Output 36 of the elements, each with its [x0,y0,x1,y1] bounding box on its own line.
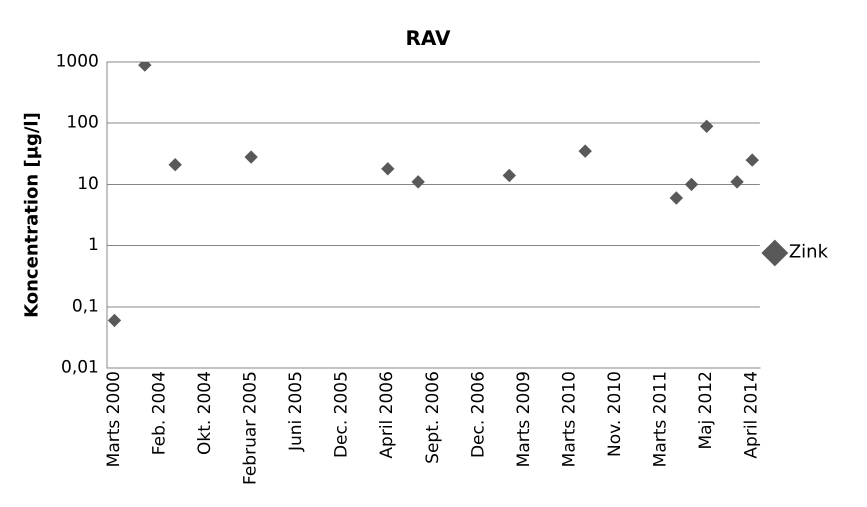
x-tick-label: April 2014 [742,371,762,459]
point [412,175,425,188]
point [381,162,394,176]
x-tick-label: Februar 2005 [240,371,261,485]
x-tick-label: Juni 2005 [286,371,306,452]
point [685,178,698,191]
point [700,120,714,133]
x-tick-label: Marts 2009 [514,371,534,468]
y-tick-label: 1000 [56,51,99,72]
x-tick-label: Dec. 2006 [468,371,488,458]
x-tick-label: Maj 2012 [696,371,716,450]
point [578,144,592,158]
x-tick-label: Okt. 2004 [194,371,215,456]
x-tick-label: Marts 2011 [650,371,671,468]
y-tick-label: 100 [66,112,99,133]
point [244,150,258,164]
chart-title: RAV [406,26,452,50]
x-tick-label: Feb. 2004 [149,371,170,456]
y-tick-label: 0,1 [72,296,99,316]
y-tick-label: 10 [77,174,99,194]
x-tick-label: Marts 2000 [104,371,124,468]
point [168,158,182,172]
x-tick-label: Nov. 2010 [604,371,625,457]
x-tick-label: Sept. 2006 [422,371,443,464]
y-tick-label: 1 [88,235,99,256]
point [670,192,683,205]
point [746,154,759,167]
x-tick-label: April 2006 [377,371,398,459]
x-tick-label: Dec. 2005 [332,371,352,458]
y-axis-title: Koncentration [µg/l] [21,112,42,318]
point [730,175,744,188]
point [502,168,516,182]
y-tick-label: 0,01 [61,357,99,378]
x-tick-label: Marts 2010 [559,371,580,468]
point [108,314,121,327]
legend-label: Zink [788,242,829,263]
